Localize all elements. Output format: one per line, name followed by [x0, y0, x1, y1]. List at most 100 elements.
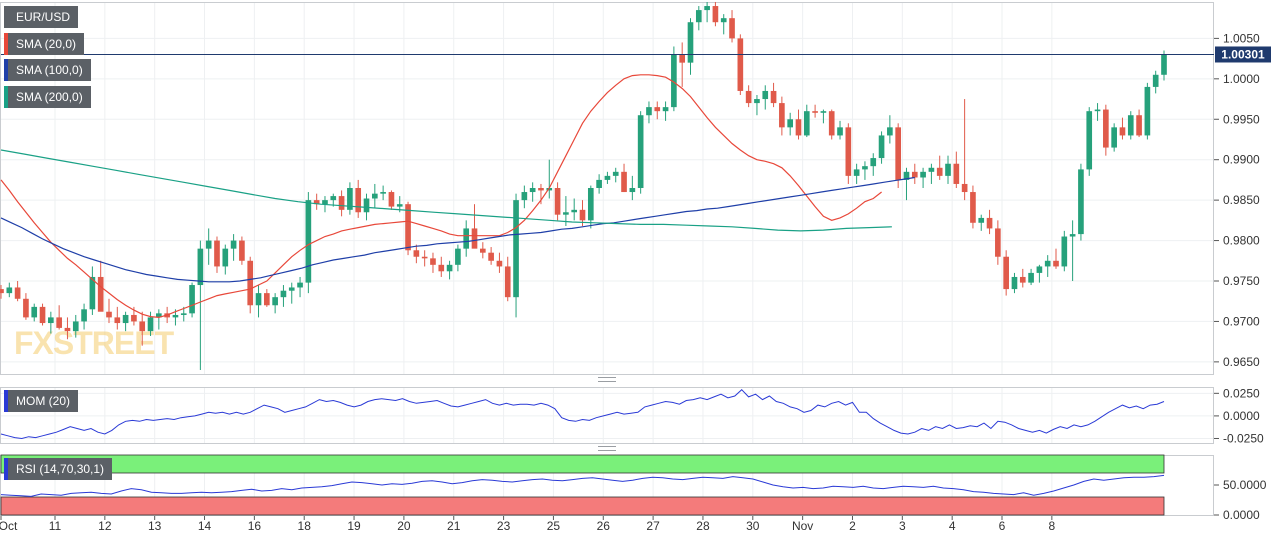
x-tick-label: 18	[298, 519, 312, 533]
sma100-label[interactable]: SMA (100,0)	[4, 59, 91, 81]
candle-body	[712, 6, 719, 23]
candle-body	[587, 188, 594, 221]
x-tick-label: 14	[198, 519, 212, 533]
candle-body	[538, 188, 544, 191]
candle-body	[504, 266, 511, 298]
x-tick-label: 12	[98, 519, 112, 533]
candle-body	[887, 127, 893, 136]
candle-body	[39, 306, 46, 324]
sma20-label[interactable]: SMA (20,0)	[4, 33, 85, 55]
candle-body	[737, 38, 744, 91]
candle-body	[355, 188, 362, 213]
x-tick-label: 26	[597, 519, 611, 533]
candle-body	[978, 217, 985, 223]
x-tick-label: 6	[999, 519, 1006, 533]
candle-body	[438, 264, 445, 272]
x-tick-label: 2	[849, 519, 856, 533]
symbol-text: EUR/USD	[16, 10, 71, 24]
x-tick-label: 3	[899, 519, 906, 533]
rsi-color-swatch	[4, 458, 8, 480]
candle-body	[845, 127, 852, 176]
candle-body	[347, 188, 353, 210]
candle-body	[903, 171, 910, 180]
candle-body	[1161, 54, 1167, 75]
x-tick-label: 16	[248, 519, 262, 533]
mom-y-tick-label: -0.0250	[1223, 431, 1264, 445]
x-tick-label: 4	[949, 519, 956, 533]
panel-resize-handle-1[interactable]	[598, 377, 616, 382]
main-y-tick-label: 0.9900	[1223, 153, 1260, 167]
candle-body	[637, 115, 644, 188]
rsi-y-tick-label: 0.0000	[1223, 508, 1260, 522]
x-tick-label: 25	[547, 519, 561, 533]
candle-body	[563, 212, 569, 215]
candle-body	[288, 287, 295, 291]
candle-body	[1003, 256, 1009, 290]
candle-body	[1061, 236, 1068, 267]
candle-body	[995, 228, 1001, 257]
candle-body	[936, 167, 943, 176]
candle-body	[762, 90, 769, 100]
candle-body	[770, 90, 777, 104]
x-tick-label: 28	[696, 519, 710, 533]
candle-body	[247, 260, 254, 306]
sma20-label-text: SMA (20,0)	[16, 37, 77, 51]
candle-body	[529, 188, 536, 193]
candle-body	[14, 287, 21, 299]
candle-body	[97, 276, 104, 312]
candle-body	[820, 111, 827, 113]
candle-body	[687, 22, 694, 63]
candle-body	[230, 240, 237, 249]
rsi-oversold-zone	[0, 496, 1165, 516]
x-tick-label: Nov	[792, 519, 813, 533]
candle-body	[463, 228, 470, 249]
candle-body	[89, 276, 96, 310]
candle-body	[720, 18, 727, 23]
candle-body	[928, 167, 935, 172]
mom-label[interactable]: MOM (20)	[4, 390, 78, 412]
candle-body	[272, 297, 278, 306]
candle-body	[1127, 115, 1134, 136]
candle-body	[363, 198, 370, 213]
candle-body	[488, 252, 494, 261]
candle-body	[828, 111, 835, 136]
main-y-tick-label: 1.0050	[1223, 31, 1260, 45]
candle-body	[1136, 115, 1142, 136]
candle-body	[338, 196, 345, 210]
main-panel-frame	[0, 2, 1214, 375]
candle-body	[571, 209, 578, 213]
symbol-label[interactable]: EUR/USD	[4, 6, 79, 28]
candle-body	[604, 175, 611, 180]
x-tick-label: 30	[746, 519, 760, 533]
candle-body	[72, 321, 79, 332]
sma200-label[interactable]: SMA (200,0)	[4, 86, 91, 108]
mom-y-tick-label: 0.0250	[1223, 386, 1260, 400]
candle-body	[297, 282, 303, 288]
candle-body	[521, 192, 528, 201]
candle-body	[862, 166, 868, 170]
candle-body	[48, 317, 54, 324]
candle-body	[795, 119, 802, 136]
panel-resize-handle-2[interactable]	[598, 446, 616, 451]
candle-body	[23, 298, 29, 318]
candle-body	[1036, 266, 1043, 273]
main-y-tick-label: 1.0000	[1223, 72, 1260, 86]
candle-body	[371, 193, 378, 199]
candle-body	[787, 119, 794, 128]
sma100-line	[0, 176, 915, 283]
x-tick-label: 21	[447, 519, 461, 533]
rsi-overbought-zone	[0, 454, 1165, 474]
candle-body	[81, 309, 87, 322]
candle-body	[1044, 260, 1051, 267]
rsi-label[interactable]: RSI (14,70,30,1)	[4, 458, 113, 480]
candle-body	[1103, 109, 1109, 148]
candle-body	[513, 200, 519, 298]
candle-body	[122, 314, 129, 324]
main-y-tick-label: 0.9850	[1223, 193, 1260, 207]
candle-body	[654, 107, 661, 112]
sma100-label-text: SMA (100,0)	[16, 63, 83, 77]
candle-body	[1069, 234, 1076, 237]
candle-body	[446, 264, 453, 272]
candle-body	[612, 171, 619, 176]
candle-body	[313, 200, 320, 205]
